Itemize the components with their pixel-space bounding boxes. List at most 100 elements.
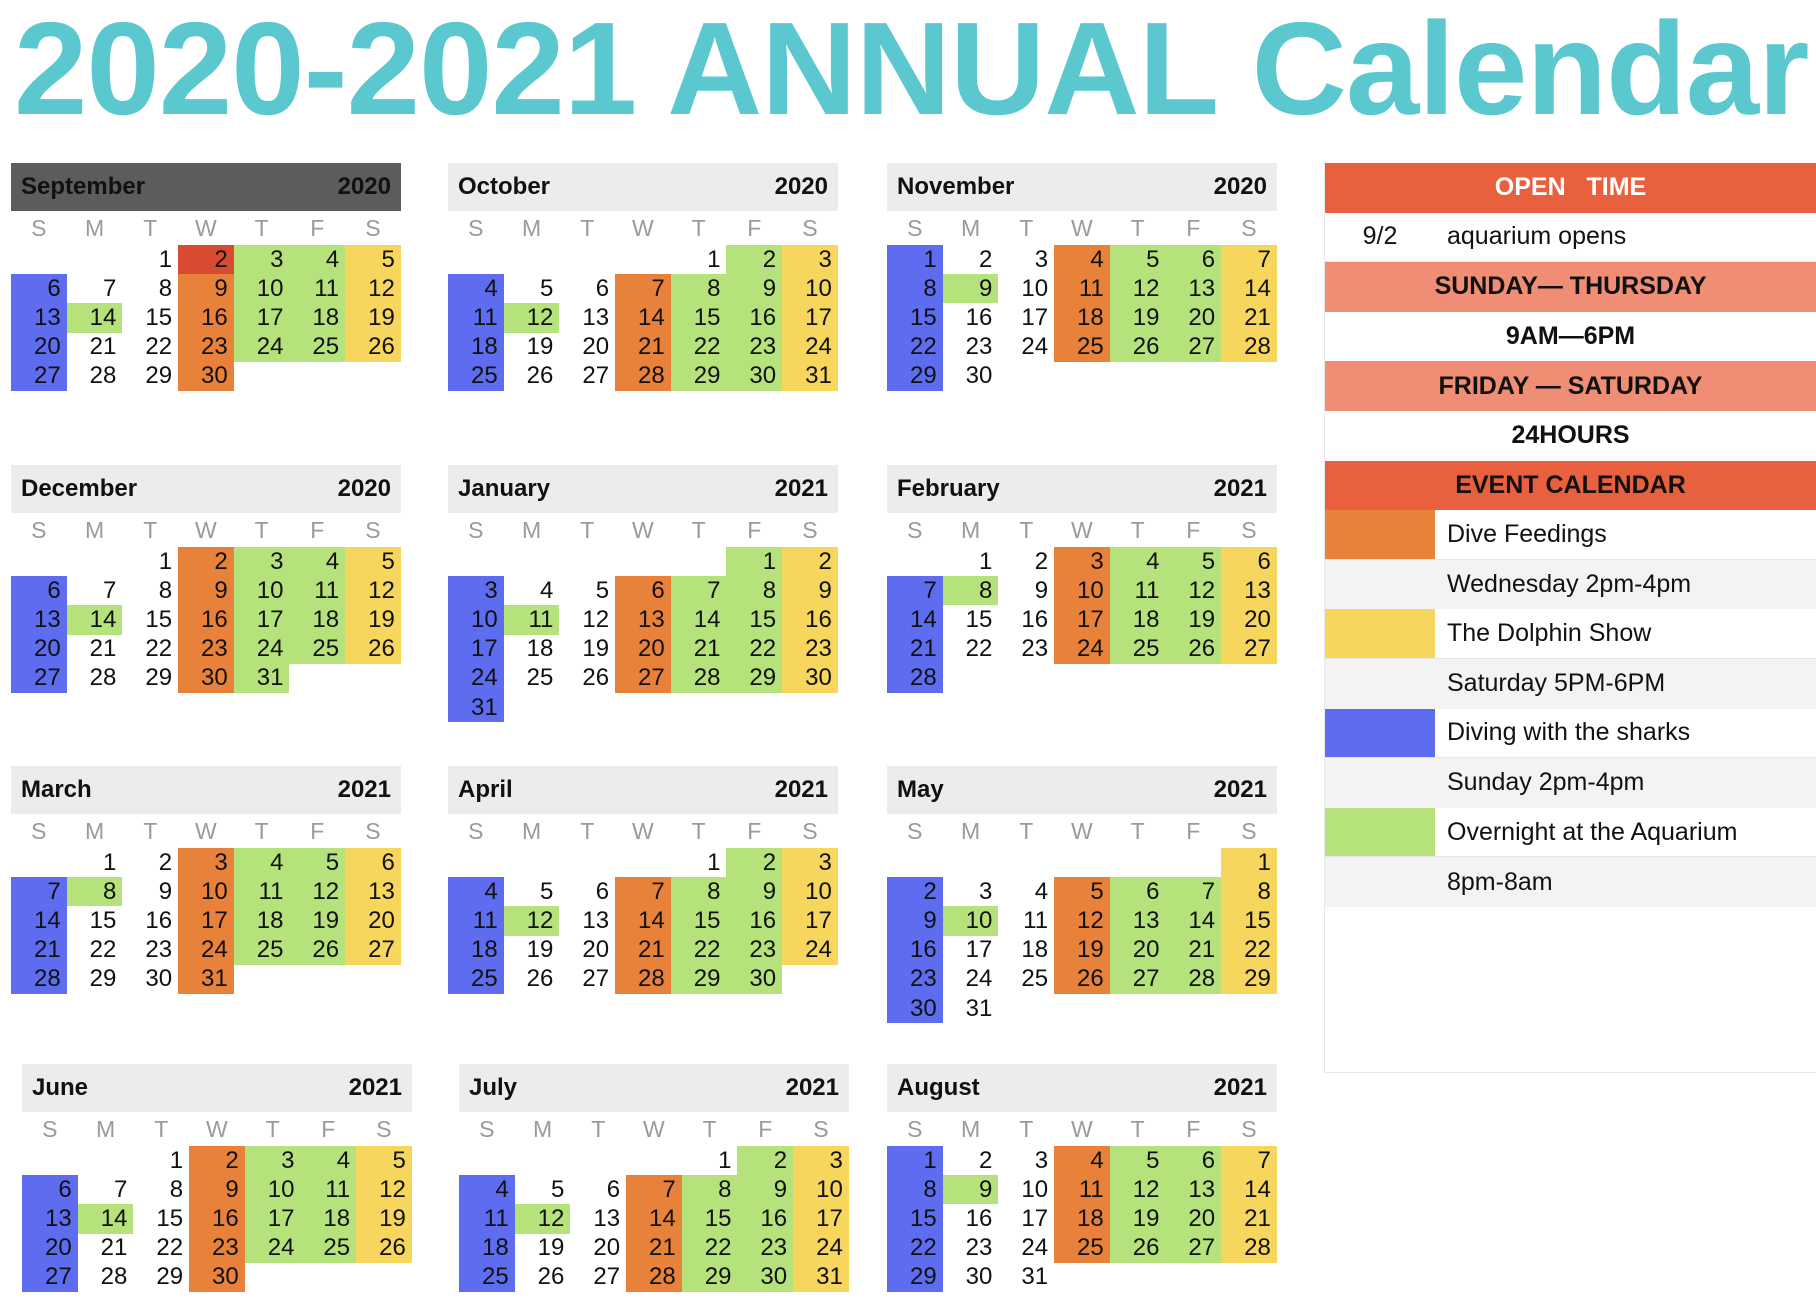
empty-day-cell <box>998 848 1054 877</box>
weekday-letter: W <box>206 1115 228 1142</box>
day-cell: 8 <box>158 274 173 302</box>
day-cell: 11 <box>300 1175 357 1205</box>
weekday-letter: F <box>747 817 762 844</box>
day-cell: 30 <box>178 361 234 391</box>
day-cell: 14 <box>66 303 123 333</box>
day-cell: 27 <box>582 362 610 390</box>
day-cell: 28 <box>89 362 117 390</box>
day-cell: 3 <box>793 1146 849 1176</box>
weekday-letter: M <box>960 516 981 543</box>
day-cell: 3 <box>233 547 290 577</box>
day-cell: 15 <box>156 1204 184 1232</box>
weekday-letter: M <box>95 1115 116 1142</box>
day-cell: 12 <box>289 877 346 907</box>
day-cell: 10 <box>1021 1175 1049 1203</box>
weekday-letter: T <box>254 214 269 241</box>
day-cell: 27 <box>593 1263 621 1291</box>
weekday-letter: M <box>521 214 542 241</box>
opening-row: 9/2 aquarium opens <box>1325 213 1816 263</box>
weekday-letter: W <box>195 516 217 543</box>
day-cell: 23 <box>965 333 993 361</box>
weekday-letter: S <box>468 516 484 543</box>
weekday-letter: W <box>1071 1115 1093 1142</box>
day-cell: 14 <box>77 1204 134 1234</box>
day-cell: 19 <box>345 303 401 333</box>
day-cell: 19 <box>289 906 346 936</box>
day-cell: 20 <box>1165 1204 1222 1234</box>
day-cell: 4 <box>300 1146 357 1176</box>
day-cell: 4 <box>289 547 346 577</box>
month-calendar: August 2021 S M T W T F S 1 2 3 4 5 6 7 8 9 10 11 12 13 14 15 16… <box>887 1064 1277 1292</box>
day-cell: 18 <box>1021 936 1049 964</box>
day-cell: 1 <box>158 547 173 575</box>
day-cell: 6 <box>1221 547 1277 577</box>
event-time-row: Sunday 2pm-4pm <box>1325 758 1816 808</box>
day-cell: 12 <box>345 274 401 304</box>
empty-day-cell <box>448 547 504 576</box>
weekday-letter: T <box>1130 1115 1145 1142</box>
page-title: 2020-2021 ANNUAL Calendar <box>14 0 1809 142</box>
month-year: 2021 <box>348 1074 402 1101</box>
day-cell: 23 <box>965 1234 993 1262</box>
day-cell: 23 <box>782 634 838 664</box>
day-cell: 30 <box>965 1263 993 1291</box>
day-cell: 20 <box>582 936 610 964</box>
day-cell: 6 <box>345 848 401 878</box>
day-cell: 16 <box>965 1204 993 1232</box>
weekday-letter: T <box>265 1115 280 1142</box>
day-cell: 1 <box>1221 848 1277 878</box>
month-year: 2021 <box>785 1074 839 1101</box>
day-cell: 13 <box>11 605 67 635</box>
weekday-letter: F <box>310 817 325 844</box>
month-name: May <box>897 776 944 803</box>
day-cell: 5 <box>1109 245 1166 275</box>
day-cell: 11 <box>233 877 290 907</box>
day-cell: 25 <box>1054 1233 1110 1263</box>
month-name: March <box>21 776 92 803</box>
day-cell: 3 <box>782 245 838 275</box>
day-cell: 14 <box>1165 906 1222 936</box>
day-cell: 13 <box>1109 906 1166 936</box>
day-cell: 28 <box>1221 332 1277 362</box>
day-cell: 1 <box>707 245 721 273</box>
day-cell: 31 <box>448 692 504 723</box>
day-cell: 24 <box>1054 634 1110 664</box>
day-cell: 28 <box>615 361 671 391</box>
day-cell: 3 <box>448 576 504 606</box>
day-cell: 2 <box>979 245 993 273</box>
day-cell: 16 <box>965 303 993 331</box>
day-cell: 1 <box>707 848 721 876</box>
day-cell: 14 <box>670 605 727 635</box>
weekday-letter: W <box>1071 214 1093 241</box>
day-cell: 23 <box>1021 635 1049 663</box>
empty-day-cell <box>448 245 504 274</box>
day-cell: 2 <box>1034 547 1049 575</box>
month-year: 2021 <box>1213 776 1267 803</box>
weekday-letter: M <box>84 817 105 844</box>
day-cell: 4 <box>289 245 346 275</box>
weekday-letter: S <box>468 817 484 844</box>
day-cell: 7 <box>1221 1146 1277 1176</box>
day-cell: 30 <box>887 993 943 1024</box>
day-cell: 13 <box>1165 274 1222 304</box>
day-cell: 9 <box>726 274 783 304</box>
day-cell: 5 <box>1054 877 1110 907</box>
month-calendar: January 2021 S M T W T F S 1 2 3 4 5 6 7 8 9 10 11 12 13 14 15 1… <box>448 465 838 723</box>
day-cell: 13 <box>11 303 67 333</box>
weekday-letter: S <box>1241 817 1257 844</box>
month-header: June 2021 <box>22 1064 412 1112</box>
weekday-letter: T <box>254 516 269 543</box>
day-cell: 9 <box>942 1175 999 1205</box>
day-cell: 30 <box>737 1262 794 1292</box>
day-cell: 26 <box>289 935 346 965</box>
month-name: October <box>458 173 551 200</box>
day-cell: 24 <box>1021 1234 1049 1262</box>
day-cell: 7 <box>11 877 67 907</box>
day-cell: 17 <box>1021 303 1049 331</box>
event-color-swatch <box>1325 510 1435 559</box>
month-header: September 2020 <box>11 163 401 211</box>
day-cell: 10 <box>782 274 838 304</box>
sun-thu-header: SUNDAY— THURSDAY <box>1325 262 1816 312</box>
